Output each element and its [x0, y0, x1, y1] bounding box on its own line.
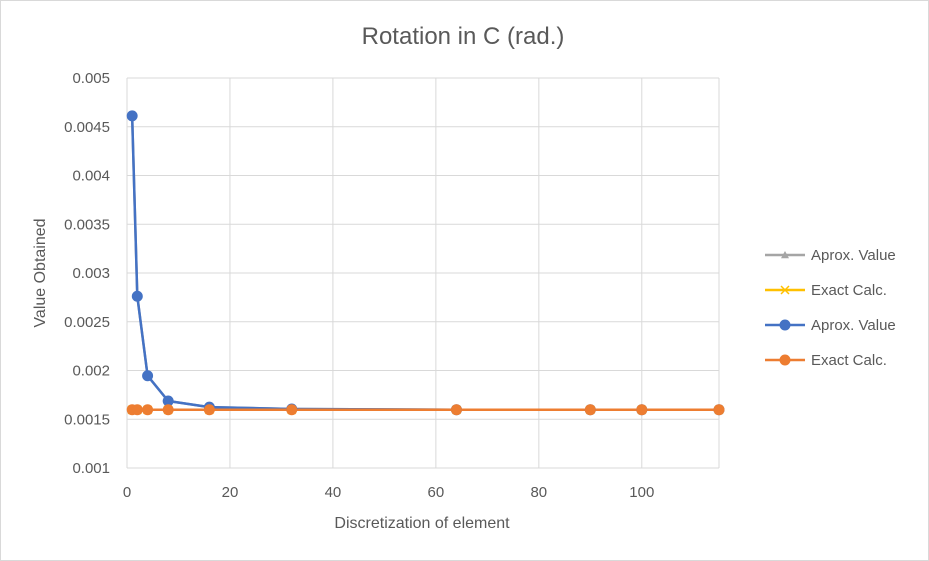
data-point [450, 404, 462, 416]
gridlines [126, 77, 720, 469]
y-axis-ticks: 0.001 0.0015 0.002 0.0025 0.003 0.0035 0.004 0.… [64, 70, 110, 477]
y-tick-label: 0.003 [72, 265, 110, 282]
y-tick-label: 0.0025 [64, 314, 110, 331]
series-lines [130, 115, 719, 412]
y-tick-label: 0.002 [72, 363, 110, 380]
legend-label: Aprox. Value [811, 317, 896, 334]
x-tick-label: 60 [428, 484, 445, 501]
x-tick-label: 100 [629, 484, 654, 501]
series-markers [126, 110, 725, 416]
legend-item: Exact Calc. [765, 352, 887, 369]
x-axis-label: Discretization of element [334, 515, 510, 532]
y-tick-label: 0.0045 [64, 119, 110, 136]
x-tick-label: 80 [530, 484, 547, 501]
chart-title: Rotation in C (rad.) [362, 23, 565, 50]
data-point [162, 404, 174, 416]
legend-item: Exact Calc. [765, 282, 887, 299]
legend: Aprox. Value Exact Calc. Aprox. Value Exact… [765, 247, 896, 369]
y-axis-label: Value Obtained [32, 218, 49, 327]
data-point [636, 404, 648, 416]
data-point [131, 290, 143, 302]
series-line-0 [130, 115, 719, 412]
y-tick-label: 0.0035 [64, 216, 110, 233]
y-tick-label: 0.004 [72, 168, 110, 185]
series-line-2 [130, 115, 719, 412]
legend-label: Exact Calc. [811, 282, 887, 299]
y-tick-label: 0.005 [72, 70, 110, 87]
legend-item: Aprox. Value [765, 247, 896, 264]
data-point [131, 404, 143, 416]
data-point [142, 404, 154, 416]
x-tick-label: 20 [222, 484, 239, 501]
legend-swatch-marker [781, 251, 789, 259]
legend-label: Exact Calc. [811, 352, 887, 369]
x-tick-label: 40 [325, 484, 342, 501]
data-point [126, 110, 138, 122]
data-point [584, 404, 596, 416]
legend-swatch-marker [779, 354, 791, 366]
y-tick-label: 0.0015 [64, 411, 110, 428]
data-point [286, 404, 298, 416]
data-point [142, 370, 154, 382]
legend-swatch-marker [779, 319, 791, 331]
legend-swatch-marker [780, 285, 790, 295]
x-axis-ticks: 0 20 40 60 80 100 [123, 484, 654, 501]
data-point [203, 404, 215, 416]
x-tick-label: 0 [123, 484, 131, 501]
legend-item: Aprox. Value [765, 317, 896, 334]
data-point [713, 404, 725, 416]
legend-label: Aprox. Value [811, 247, 896, 264]
y-tick-label: 0.001 [72, 460, 110, 477]
